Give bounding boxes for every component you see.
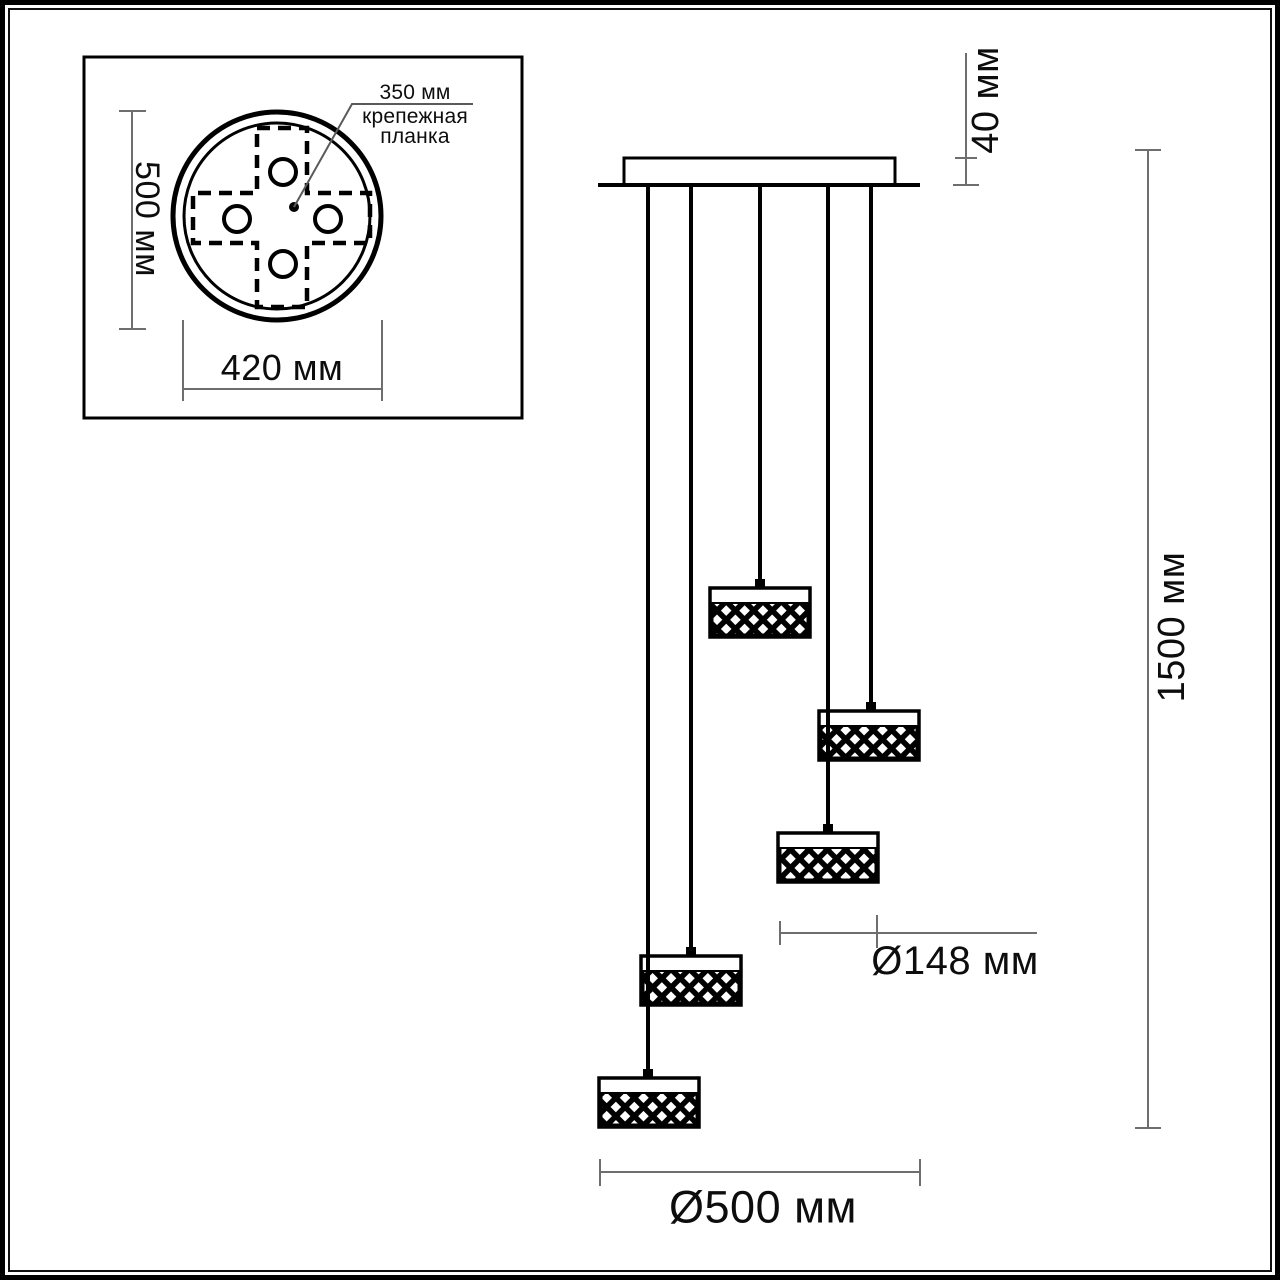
cord-connector-3 (823, 824, 833, 834)
inset-bracket-width-label: 420 мм (220, 347, 344, 388)
dim-canopy-40 (953, 53, 979, 186)
cord-connector-5 (643, 1069, 653, 1079)
mounting-hole-right (313, 204, 343, 234)
shade-diameter-label: Ø148 мм (871, 939, 1039, 983)
canopy-box (622, 156, 897, 187)
leader-name-label: крепежная планка (362, 105, 468, 148)
lamp-shade-3 (776, 831, 880, 884)
lamp-shade-2 (817, 709, 921, 762)
ceiling-plate-outer-circle (170, 109, 384, 323)
dim-inset-500 (119, 110, 146, 330)
cord-connector-4 (686, 947, 696, 957)
front-view (597, 53, 1161, 1186)
lamp-shade-4 (639, 954, 743, 1007)
mounting-hole-left (222, 204, 252, 234)
top-view-inset (82, 55, 524, 420)
lamp-shade-1 (708, 586, 812, 639)
suspension-height-label: 1500 мм (1151, 551, 1193, 703)
lamp-shade-5 (597, 1076, 701, 1129)
dim-inset-420 (182, 320, 383, 401)
leader-value-label: 350 мм (379, 81, 451, 104)
cord-connector-1 (755, 579, 765, 589)
leader-name-line1: крепежная (362, 105, 468, 128)
mounting-bracket-cross (190, 125, 373, 310)
mounting-hole-bottom (268, 249, 298, 279)
dim-shade-148 (779, 915, 1037, 948)
cord-connectors (643, 579, 876, 1079)
dim-height-1500 (1135, 149, 1161, 1129)
cord-connector-2 (866, 702, 876, 712)
mounting-holes (222, 157, 343, 279)
canopy-height-label: 40 мм (965, 46, 1007, 154)
inset-plate-diameter-label: 500 мм (128, 161, 166, 277)
leader-name-line2: планка (380, 125, 450, 148)
leader-line (293, 103, 473, 208)
suspension-cords (646, 187, 873, 1070)
mounting-hole-top (268, 157, 298, 187)
overall-diameter-label: Ø500 мм (669, 1181, 857, 1233)
dim-overall-500 (599, 1159, 921, 1186)
